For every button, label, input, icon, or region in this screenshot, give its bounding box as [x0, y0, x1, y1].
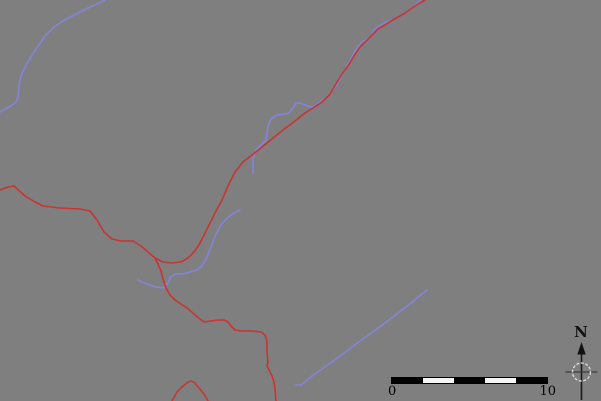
compass-arrowhead: [577, 342, 586, 355]
compass-icon: [565, 342, 598, 400]
scale-bar-segment: [454, 378, 485, 383]
river-path: [0, 0, 106, 113]
scale-bar-segment: [392, 378, 423, 383]
scale-bar-segment: [485, 378, 516, 383]
rivers-layer: [0, 0, 428, 386]
north-label: N: [574, 323, 588, 341]
river-path: [137, 209, 241, 289]
scale-bar-label-end: 10: [539, 384, 556, 399]
compass-circle: [571, 362, 592, 382]
road-path: [154, 0, 426, 264]
scale-bar-label-start: 0: [388, 384, 397, 399]
road-path: [154, 257, 277, 401]
river-path: [252, 0, 422, 174]
scale-bar: [391, 377, 548, 384]
road-path: [171, 380, 209, 401]
road-path: [0, 185, 156, 259]
river-path: [295, 289, 428, 386]
roads-layer: [0, 0, 426, 401]
scale-bar-segment: [516, 378, 547, 383]
scale-bar-segment: [423, 378, 454, 383]
